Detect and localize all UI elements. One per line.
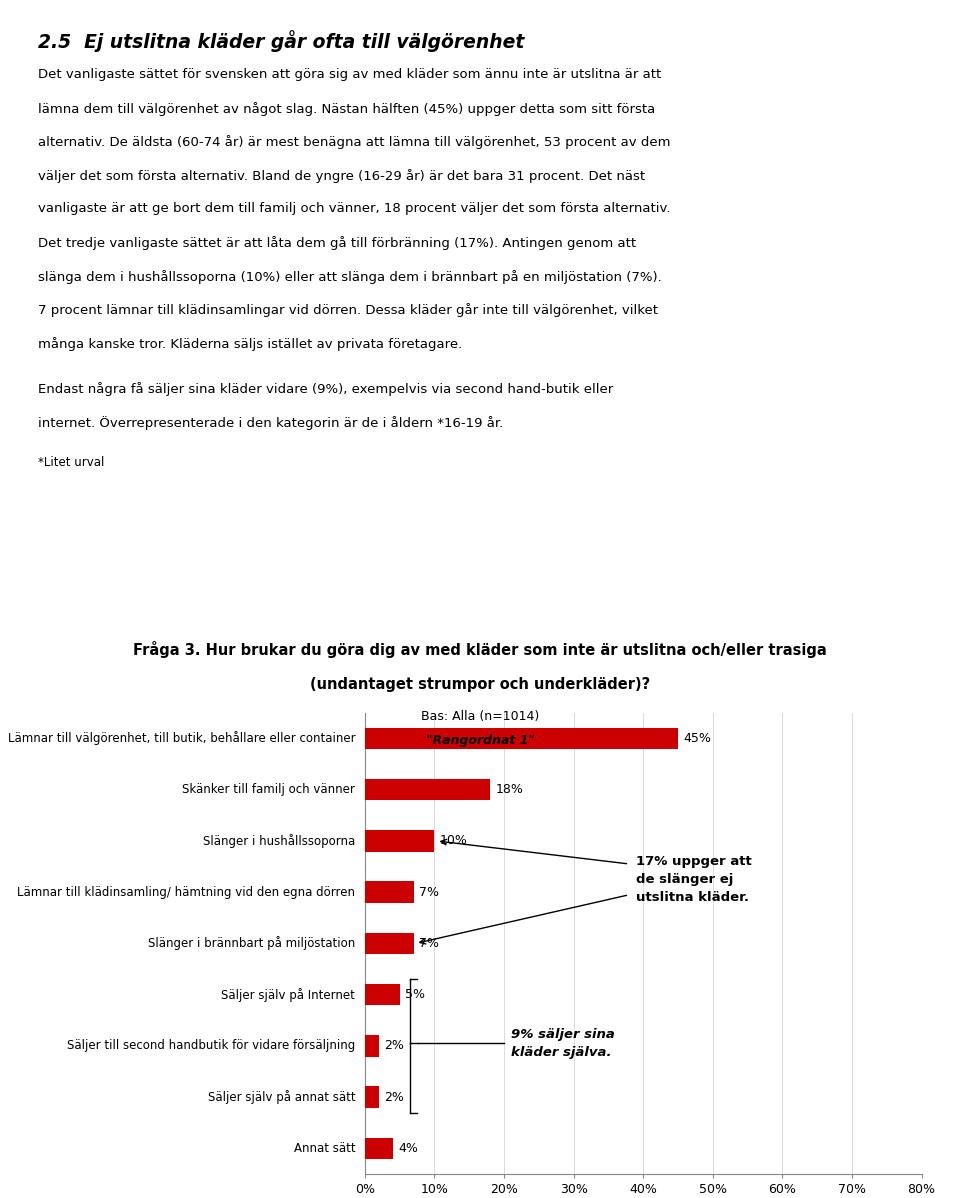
Text: Lämnar till välgörenhet, till butik, behållare eller container: Lämnar till välgörenhet, till butik, beh… [8,732,355,745]
Text: Säljer själv på Internet: Säljer själv på Internet [222,987,355,1002]
Text: Slänger i brännbart på miljöstation: Slänger i brännbart på miljöstation [148,937,355,950]
Text: 2.5  Ej utslitna kläder går ofta till välgörenhet: 2.5 Ej utslitna kläder går ofta till väl… [38,30,525,52]
Text: 7%: 7% [420,937,439,950]
Text: Bas: Alla (n=1014): Bas: Alla (n=1014) [420,710,540,724]
Text: Slänger i hushållssoporna: Slänger i hushållssoporna [203,834,355,848]
Text: väljer det som första alternativ. Bland de yngre (16-29 år) är det bara 31 proce: väljer det som första alternativ. Bland … [38,169,645,183]
Text: Säljer själv på annat sätt: Säljer själv på annat sätt [207,1090,355,1105]
Text: Annat sätt: Annat sätt [294,1142,355,1155]
Text: Säljer till second handbutik för vidare försäljning: Säljer till second handbutik för vidare … [67,1040,355,1052]
Text: slänga dem i hushållssoporna (10%) eller att slänga dem i brännbart på en miljös: slänga dem i hushållssoporna (10%) eller… [38,270,662,284]
Text: 2%: 2% [384,1090,404,1103]
Bar [365,933,414,954]
Text: Lämnar till klädinsamling/ hämtning vid den egna dörren: Lämnar till klädinsamling/ hämtning vid … [17,885,355,898]
Text: 2%: 2% [384,1040,404,1052]
Text: 5%: 5% [405,988,425,1002]
Bar [365,1087,378,1108]
Text: Det vanligaste sättet för svensken att göra sig av med kläder som ännu inte är u: Det vanligaste sättet för svensken att g… [38,68,661,81]
Text: 4%: 4% [398,1142,419,1155]
Text: (undantaget strumpor och underkläder)?: (undantaget strumpor och underkläder)? [310,677,650,692]
Text: 7 procent lämnar till klädinsamlingar vid dörren. Dessa kläder går inte till väl: 7 procent lämnar till klädinsamlingar vi… [38,303,659,317]
Bar [365,882,414,903]
Text: många kanske tror. Kläderna säljs istället av privata företagare.: många kanske tror. Kläderna säljs iställ… [38,337,463,351]
Text: *Litet urval: *Litet urval [38,456,105,470]
Text: Fråga 3. Hur brukar du göra dig av med kläder som inte är utslitna och/eller tra: Fråga 3. Hur brukar du göra dig av med k… [133,641,827,658]
Bar [365,984,399,1005]
Text: "Rangordnat 1": "Rangordnat 1" [425,734,535,748]
Text: Endast några få säljer sina kläder vidare (9%), exempelvis via second hand-butik: Endast några få säljer sina kläder vidar… [38,382,613,397]
Bar [365,779,491,800]
Text: internet. Överrepresenterade i den kategorin är de i åldern *16-19 år.: internet. Överrepresenterade i den kateg… [38,416,504,430]
Text: lämna dem till välgörenhet av något slag. Nästan hälften (45%) uppger detta som : lämna dem till välgörenhet av något slag… [38,102,656,116]
Text: 45%: 45% [684,732,711,745]
Text: Skänker till familj och vänner: Skänker till familj och vänner [182,783,355,797]
Bar [365,1035,378,1057]
Text: alternativ. De äldsta (60-74 år) är mest benägna att lämna till välgörenhet, 53 : alternativ. De äldsta (60-74 år) är mest… [38,135,671,150]
Bar [365,1138,393,1160]
Text: 17% uppger att
de slänger ej
utslitna kläder.: 17% uppger att de slänger ej utslitna kl… [636,855,752,903]
Text: 7%: 7% [420,885,439,898]
Text: 9% säljer sina
kläder själva.: 9% säljer sina kläder själva. [511,1028,614,1059]
Bar [365,727,678,749]
Text: 10%: 10% [440,835,468,847]
Text: Det tredje vanligaste sättet är att låta dem gå till förbränning (17%). Antingen: Det tredje vanligaste sättet är att låta… [38,236,636,250]
Text: vanligaste är att ge bort dem till familj och vänner, 18 procent väljer det som : vanligaste är att ge bort dem till famil… [38,202,671,216]
Bar [365,830,434,852]
Text: 18%: 18% [495,783,523,797]
